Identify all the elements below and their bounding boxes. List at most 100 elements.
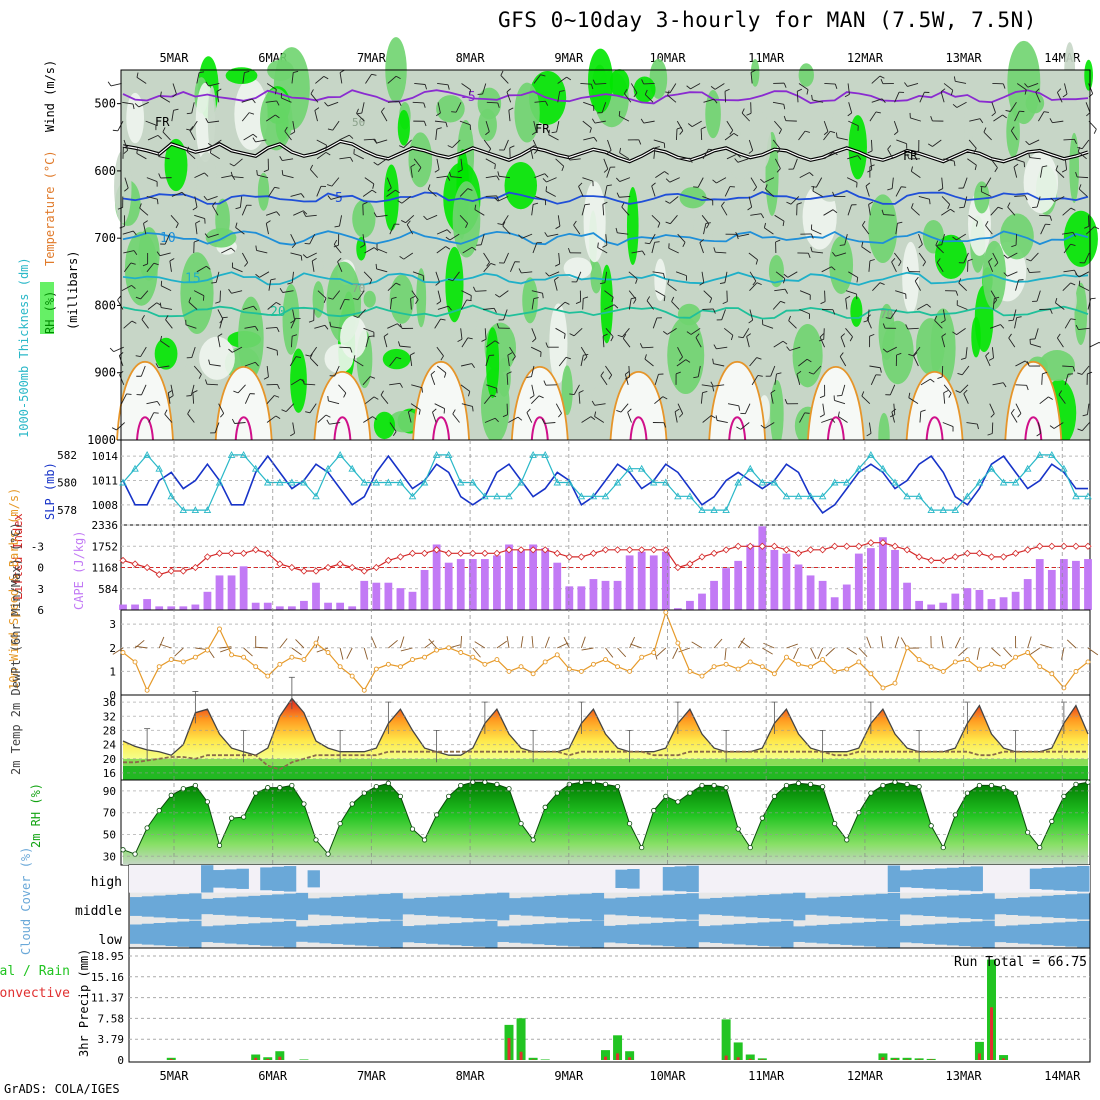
wind-barb	[451, 139, 461, 148]
wind-barb	[1010, 412, 1018, 423]
wind-barb	[557, 642, 569, 649]
wind-barb-flag	[810, 233, 814, 239]
wind-barb-flag	[879, 75, 885, 79]
li-marker	[1084, 542, 1092, 550]
wind-barb	[750, 213, 762, 216]
wind-barb-flag	[540, 74, 546, 77]
precip-total-bar	[540, 1059, 550, 1060]
wind-barb-flag	[308, 320, 314, 323]
wind-barb-flag	[228, 288, 232, 294]
cloud-cell	[615, 897, 628, 916]
rh2m-marker	[602, 781, 609, 787]
wind-barb	[941, 336, 946, 348]
wind-barb-flag	[290, 319, 295, 324]
thickness-marker	[879, 464, 887, 472]
wind-barb	[604, 271, 608, 283]
wind-barb	[675, 128, 678, 140]
wind-barb-flag	[906, 266, 910, 272]
wind-barb	[866, 318, 872, 329]
cloud-cell	[248, 923, 261, 946]
wind-barb	[357, 290, 365, 300]
wind-barb	[774, 158, 781, 169]
wind-barb-flag	[1026, 258, 1031, 262]
precip-total-bar	[251, 1054, 261, 1060]
thickness-marker	[734, 478, 742, 486]
wind-barb	[113, 346, 124, 353]
wind-barb	[796, 374, 801, 385]
wind-barb	[400, 636, 405, 649]
wind-barb-flag	[255, 245, 257, 251]
wind-barb-flag	[496, 323, 500, 329]
rh-contour-fill	[282, 283, 300, 355]
wind-barb	[548, 134, 559, 141]
wind-barb	[1062, 231, 1074, 235]
cape-bar	[927, 604, 936, 610]
wind-barb	[821, 418, 832, 423]
cape-bar	[951, 593, 960, 610]
wind-barb-flag	[700, 126, 706, 130]
rh-contour-fill	[306, 256, 324, 274]
wind-barb	[988, 261, 994, 272]
thickness-marker	[1048, 450, 1056, 458]
wind-barb	[1088, 83, 1094, 94]
wind-barb	[958, 282, 968, 291]
cloud-cell	[212, 925, 226, 943]
cloud-cell	[390, 893, 403, 920]
wind-barb-flag	[1000, 324, 1005, 329]
wind-barb	[798, 83, 809, 91]
wind-barb	[914, 280, 921, 291]
wind-barb-flag	[487, 148, 492, 154]
wind-barb-flag	[929, 199, 931, 205]
wind-barb	[506, 373, 509, 385]
wind-barb-flag	[1003, 254, 1008, 259]
cape-bar	[915, 600, 924, 610]
wind-barb-flag	[445, 122, 448, 128]
rh2m-marker	[880, 782, 886, 789]
wind-barb-flag	[746, 112, 752, 116]
wind-barb-flag	[893, 131, 899, 136]
wind-marker	[892, 680, 898, 686]
cloud-cell	[544, 895, 557, 918]
wind-barb-flag	[662, 396, 668, 400]
cape-bar	[505, 544, 513, 610]
wind-barb	[413, 158, 422, 168]
wind-marker	[361, 687, 367, 693]
wind-barb	[677, 233, 686, 243]
wind-marker	[675, 640, 681, 646]
wind-marker	[554, 652, 560, 658]
wind-barb-flag	[866, 432, 872, 437]
cloud-cell	[804, 925, 818, 943]
wind-barb-flag	[473, 286, 476, 292]
cape-bar	[818, 580, 827, 610]
wind-marker	[578, 668, 584, 674]
wind-barb	[330, 196, 342, 200]
li-marker	[179, 567, 187, 575]
wind-barb	[810, 647, 817, 659]
wind-barb-flag	[615, 227, 618, 233]
wind-barb-flag	[410, 352, 415, 356]
wind-barb	[485, 355, 490, 367]
wind-barb-flag	[990, 413, 995, 418]
wind-barb-flag	[542, 178, 547, 183]
wind-barb	[1087, 647, 1099, 656]
isotherm-line	[122, 230, 1089, 246]
thickness-marker	[155, 464, 163, 472]
wind-barb-flag	[905, 324, 909, 330]
wind-barb-flag	[1077, 428, 1083, 432]
cloud-cell	[781, 920, 794, 948]
wind-barb-flag	[284, 126, 288, 132]
wind-barb-flag	[748, 319, 753, 324]
wind-barb-flag	[502, 221, 506, 227]
wind-barb	[337, 261, 343, 272]
wind-barb	[737, 637, 746, 649]
li-marker	[481, 549, 489, 557]
wind-barb	[136, 77, 147, 84]
precip-convective-bar	[616, 1053, 620, 1060]
wind-barb-flag	[988, 357, 994, 361]
wind-barb	[655, 290, 666, 297]
wind-barb-flag	[1055, 297, 1058, 304]
wind-barb-flag	[295, 356, 301, 358]
rh-contour-fill	[739, 109, 772, 175]
wind-barb	[1063, 243, 1071, 254]
